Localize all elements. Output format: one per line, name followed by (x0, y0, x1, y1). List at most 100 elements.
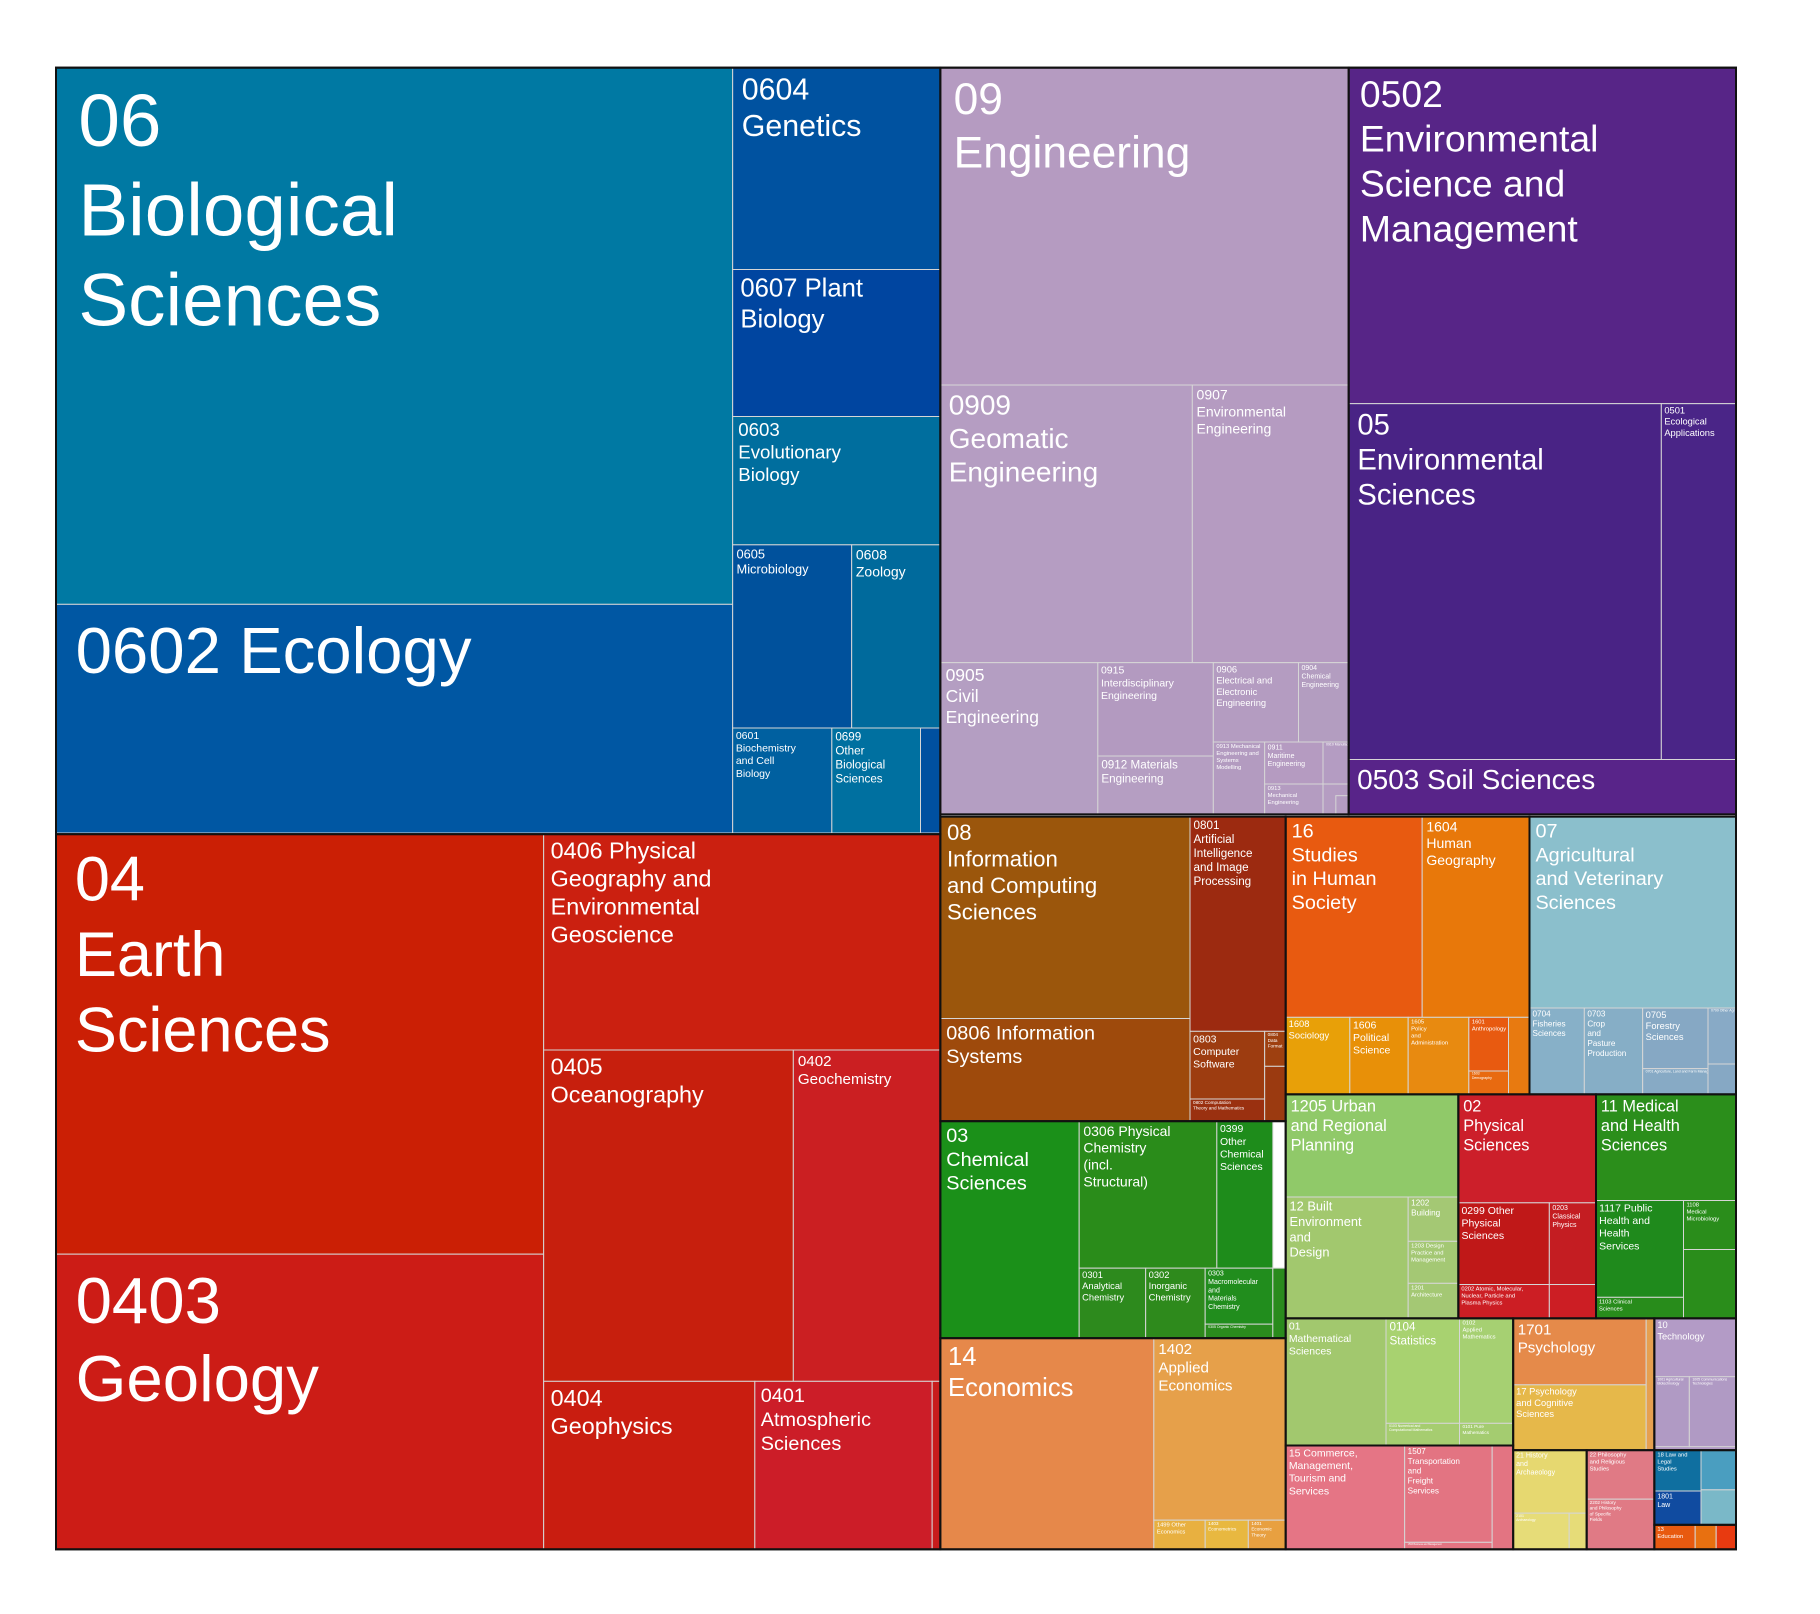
treemap-cell-1608-sociology[interactable]: 1608 Sociology (1285, 1016, 1351, 1095)
treemap-cell-0806-information-systems[interactable]: 0806 Information Systems (939, 1018, 1191, 1122)
treemap-cell-unlabeled[interactable] (1645, 1317, 1655, 1451)
treemap-cell-06-biological-sciences[interactable]: 06 Biological Sciences (55, 67, 734, 605)
treemap-cell-0803-computer-software[interactable]: 0803 Computer Software (1189, 1030, 1266, 1100)
treemap-cell-18-law-and-legal-studies[interactable]: 18 Law and Legal Studies (1653, 1449, 1702, 1492)
treemap-cell-0602-ecology[interactable]: 0602 Ecology (55, 603, 734, 834)
treemap-cell-0305-organic-chemistry[interactable]: 0305 Organic Chemistry (1204, 1323, 1274, 1339)
treemap-cell-08-information-and-computing-sciences[interactable]: 08 Information and Computing Sciences (939, 816, 1191, 1020)
treemap-cell-0603-evolutionary-biology[interactable]: 0603 Evolutionary Biology (732, 416, 941, 546)
treemap-cell-unlabeled[interactable] (1272, 1267, 1287, 1339)
treemap-cell-16-studies-in-human-society[interactable]: 16 Studies in Human Society (1285, 816, 1423, 1018)
treemap-cell-2202-history-and-philosophy-of-specific-fields[interactable]: 2202 History and Philosophy of Specific Fie… (1586, 1498, 1655, 1550)
treemap-cell-1401-economic-theory[interactable]: 1401 Economic Theory (1247, 1519, 1287, 1550)
treemap-cell-17-psychology-and-cognitive-sciences[interactable]: 17 Psychology and Cognitive Sciences (1512, 1384, 1647, 1451)
treemap-cell-unlabeled[interactable] (1491, 1445, 1514, 1550)
treemap-cell-0904-chemical-engineering[interactable]: 0904 Chemical Engineering (1298, 662, 1350, 743)
treemap-cell-unlabeled[interactable] (1568, 1512, 1588, 1550)
treemap-cell-0604-genetics[interactable]: 0604 Genetics (732, 67, 941, 270)
treemap-cell-unlabeled[interactable] (920, 727, 941, 834)
treemap-cell-0907-environmental-engineering[interactable]: 0907 Environmental Engineering (1191, 384, 1350, 664)
treemap-cell-0501-ecological-applications[interactable]: 0501 Ecological Applications (1660, 403, 1737, 760)
treemap-cell-0299-other-physical-sciences[interactable]: 0299 Other Physical Sciences (1457, 1202, 1550, 1286)
treemap-cell-02-physical-sciences[interactable]: 02 Physical Sciences (1457, 1093, 1597, 1204)
treemap-cell-1108-medical-microbiology[interactable]: 1108 Medical Microbiology (1683, 1200, 1737, 1250)
treemap-cell-0403-geology[interactable]: 0403 Geology (55, 1253, 545, 1550)
treemap-cell-07-agricultural-and-veterinary-sciences[interactable]: 07 Agricultural and Veterinary Sciences (1529, 816, 1737, 1009)
treemap-cell-1606-political-science[interactable]: 1606 Political Science (1349, 1016, 1409, 1095)
treemap-cell-0401-atmospheric-sciences[interactable]: 0401 Atmospheric Sciences (754, 1380, 933, 1550)
treemap-cell-21-history-and-archaeology[interactable]: 21 History and Archaeology (1512, 1449, 1588, 1514)
treemap-cell-0104-statistics[interactable]: 0104 Statistics (1385, 1317, 1460, 1424)
treemap-cell-1605-policy-and-administration[interactable]: 1605 Policy and Administration (1407, 1016, 1470, 1095)
treemap-cell-0203-classical-physics[interactable]: 0203 Classical Physics (1548, 1202, 1597, 1286)
treemap-cell-unlabeled[interactable] (931, 1380, 941, 1550)
treemap-cell-2101-archaeology[interactable]: 2101 Archaeology (1512, 1512, 1570, 1550)
treemap-cell-unlabeled[interactable] (1264, 1065, 1287, 1122)
treemap-cell-unlabeled[interactable] (1694, 1524, 1717, 1550)
treemap-cell-unlabeled[interactable] (1707, 1063, 1737, 1095)
treemap-cell-0406-physical-geography-and-environmental-geoscience[interactable]: 0406 Physical Geography and Environmental G… (543, 833, 941, 1051)
treemap-cell-0608-zoology[interactable]: 0608 Zoology (851, 544, 941, 729)
treemap-cell-0202-atomic-molecular-nuclear-particle-and-plasma-physics[interactable]: 0202 Atomic, Molecular, Nuclear, Particle… (1457, 1284, 1550, 1319)
treemap-cell-1203-design-practice-and-management[interactable]: 1203 Design Practice and Management (1407, 1240, 1459, 1284)
treemap-cell-0103-numerical-and-computational-mathematics[interactable]: 0103 Numerical and Computational Mathemat… (1385, 1422, 1460, 1447)
treemap-cell-unlabeled[interactable] (1700, 1489, 1737, 1526)
treemap-cell-0405-oceanography[interactable]: 0405 Oceanography (543, 1049, 794, 1382)
treemap-cell-0705-forestry-sciences[interactable]: 0705 Forestry Sciences (1642, 1007, 1709, 1070)
treemap-cell-0605-microbiology[interactable]: 0605 Microbiology (732, 544, 853, 729)
treemap-cell-1603-demography[interactable]: 1603 Demography (1468, 1070, 1510, 1095)
treemap-cell-0301-analytical-chemistry[interactable]: 0301 Analytical Chemistry (1078, 1267, 1147, 1339)
treemap-cell-unlabeled[interactable] (1548, 1284, 1597, 1319)
treemap-cell-12-built-environment-and-design[interactable]: 12 Built Environment and Design (1285, 1196, 1409, 1319)
treemap-cell-1604-human-geography[interactable]: 1604 Human Geography (1421, 816, 1530, 1018)
treemap-cell-0905-civil-engineering[interactable]: 0905 Civil Engineering (939, 662, 1099, 815)
treemap-cell-01-mathematical-sciences[interactable]: 01 Mathematical Sciences (1285, 1317, 1387, 1447)
treemap-cell-0913-mechanical-engineering[interactable]: 0913 Mechanical Engineering (1264, 783, 1324, 815)
treemap-cell-1499-other-economics[interactable]: 1499 Other Economics (1153, 1519, 1206, 1550)
treemap-cell-0915-interdisciplinary-engineering[interactable]: 0915 Interdisciplinary Engineering (1097, 662, 1214, 757)
treemap-cell-1205-urban-and-regional-planning[interactable]: 1205 Urban and Regional Planning (1285, 1093, 1459, 1198)
treemap-cell-1402-applied-economics[interactable]: 1402 Applied Economics (1153, 1337, 1287, 1521)
treemap-cell-14-economics[interactable]: 14 Economics (939, 1337, 1155, 1550)
treemap-cell-unlabeled[interactable] (1715, 1524, 1737, 1550)
treemap-cell-0913-mechanical-engineering-and-systems-modelling[interactable]: 0913 Mechanical Engineering and Systems Mod… (1212, 741, 1266, 815)
treemap-cell-0701-agriculture-land-and-farm-management[interactable]: 0701 Agriculture, Land and Farm Manageme… (1642, 1068, 1718, 1095)
treemap-cell-0302-inorganic-chemistry[interactable]: 0302 Inorganic Chemistry (1145, 1267, 1206, 1339)
treemap-cell-0804-data-format[interactable]: 0804 Data Format (1264, 1030, 1287, 1067)
treemap-cell-0303-macromolecular-and-materials-chemistry[interactable]: 0303 Macromolecular and Materials Chemistry (1204, 1267, 1274, 1325)
treemap-cell-0703-crop-and-pasture-production[interactable]: 0703 Crop and Pasture Production (1583, 1007, 1644, 1095)
treemap-cell-0607-plant-biology[interactable]: 0607 Plant Biology (732, 269, 941, 417)
treemap-cell-22-philosophy-and-religious-studies[interactable]: 22 Philosophy and Religious Studies (1586, 1449, 1655, 1500)
treemap-cell-unlabeled[interactable] (1683, 1249, 1737, 1319)
treemap-cell-1103-clinical-sciences[interactable]: 1103 Clinical Sciences (1595, 1296, 1684, 1319)
treemap-cell-1117-public-health-and-health-services[interactable]: 1117 Public Health and Health Services (1595, 1200, 1684, 1298)
treemap-cell-04-earth-sciences[interactable]: 04 Earth Sciences (55, 833, 545, 1255)
treemap-cell-1507-transportation-and-freight-services[interactable]: 1507 Transportation and Freight Services (1404, 1445, 1493, 1543)
treemap-cell-0799-other-agricultural-and-veterinary-sciences[interactable]: 0799 Other Agricultural and Veterinary S… (1707, 1007, 1786, 1065)
treemap-cell-1201-architecture[interactable]: 1201 Architecture (1407, 1282, 1459, 1319)
treemap-cell-1503-business-and-management[interactable]: 1503 Business and Management (1404, 1541, 1493, 1550)
treemap-cell-0601-biochemistry-and-cell-biology[interactable]: 0601 Biochemistry and Cell Biology (732, 727, 833, 834)
treemap-cell-0402-geochemistry[interactable]: 0402 Geochemistry (792, 1049, 941, 1382)
treemap-cell-0399-other-chemical-sciences[interactable]: 0399 Other Chemical Sciences (1216, 1120, 1274, 1269)
treemap-cell-0906-electrical-and-electronic-engineering[interactable]: 0906 Electrical and Electronic Engineering (1212, 662, 1300, 743)
treemap-cell-0101-pure-mathematics[interactable]: 0101 Pure Mathematics (1459, 1422, 1514, 1447)
treemap-cell-0306-physical-chemistry-incl-structural[interactable]: 0306 Physical Chemistry (incl. Structural) (1078, 1120, 1218, 1269)
treemap-cell-15-commerce-management-tourism-and-services[interactable]: 15 Commerce, Management, Tourism and Servic… (1285, 1445, 1406, 1550)
treemap-cell-0699-other-biological-sciences[interactable]: 0699 Other Biological Sciences (831, 727, 921, 834)
treemap-cell-03-chemical-sciences[interactable]: 03 Chemical Sciences (939, 1120, 1080, 1339)
treemap-cell-0909-geomatic-engineering[interactable]: 0909 Geomatic Engineering (939, 384, 1193, 664)
treemap-cell-1403-econometrics[interactable]: 1403 Econometrics (1204, 1519, 1249, 1550)
treemap-cell-0404-geophysics[interactable]: 0404 Geophysics (543, 1380, 756, 1550)
treemap-cell-05-environmental-sciences[interactable]: 05 Environmental Sciences (1348, 403, 1662, 760)
treemap-cell-13-education[interactable]: 13 Education (1653, 1524, 1696, 1550)
treemap-cell-0704-fisheries-sciences[interactable]: 0704 Fisheries Sciences (1529, 1007, 1585, 1095)
treemap-cell-1601-anthropology[interactable]: 1601 Anthropology (1468, 1016, 1510, 1072)
treemap-cell-0503-soil-sciences[interactable]: 0503 Soil Sciences (1348, 759, 1737, 815)
treemap-cell-1701-psychology[interactable]: 1701 Psychology (1512, 1317, 1647, 1386)
treemap-cell-0911-maritime-engineering[interactable]: 0911 Maritime Engineering (1264, 741, 1324, 785)
treemap-cell-0912-materials-engineering[interactable]: 0912 Materials Engineering (1097, 755, 1214, 815)
treemap-cell-1001-agricultural-biotechnology[interactable]: 1001 Agricultural Biotechnology (1653, 1376, 1690, 1448)
treemap-cell-0102-applied-mathematics[interactable]: 0102 Applied Mathematics (1459, 1317, 1514, 1424)
treemap-cell-unlabeled[interactable] (1335, 795, 1350, 815)
